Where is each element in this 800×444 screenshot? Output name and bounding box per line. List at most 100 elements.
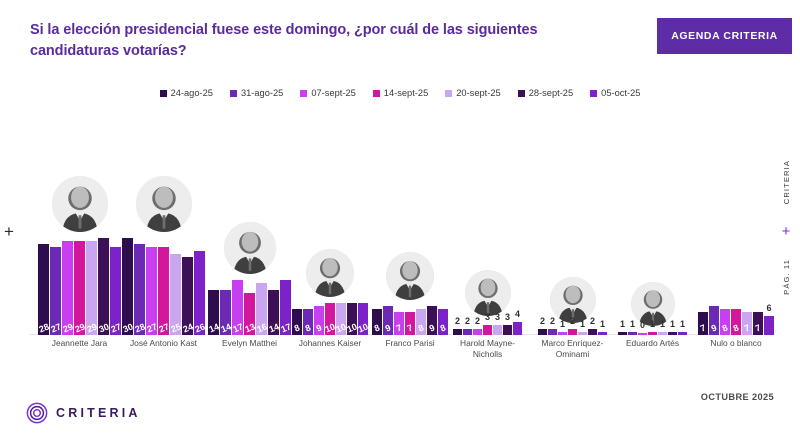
bar-item[interactable]: 8 (720, 309, 730, 335)
bar-5-6[interactable] (513, 322, 522, 335)
bar-item[interactable]: 2 (453, 316, 462, 335)
legend-item-4[interactable]: 20-sept-25 (445, 88, 501, 98)
bar-item[interactable]: 28 (37, 244, 50, 335)
bar-8-0[interactable] (698, 312, 708, 335)
bar-0-4[interactable] (86, 240, 97, 335)
agenda-criteria-badge[interactable]: AGENDA CRITERIA (657, 18, 792, 54)
bar-3-4[interactable] (336, 302, 346, 335)
bar-item[interactable]: 1 (578, 319, 587, 335)
bar-item[interactable]: 3 (483, 312, 492, 335)
bar-5-5[interactable] (503, 325, 512, 335)
bar-6-6[interactable] (598, 331, 607, 335)
bar-6-5[interactable] (588, 328, 597, 335)
bar-item[interactable]: 10 (345, 302, 359, 335)
bar-item[interactable]: 17 (231, 279, 244, 335)
legend-item-6[interactable]: 05-oct-25 (590, 88, 640, 98)
bar-4-3[interactable] (405, 312, 415, 335)
bar-item[interactable]: 27 (157, 247, 170, 335)
bar-item[interactable]: 4 (513, 309, 522, 335)
bar-5-4[interactable] (493, 325, 502, 335)
bar-7-6[interactable] (678, 331, 687, 335)
bar-item[interactable]: 14 (219, 289, 232, 335)
bar-5-2[interactable] (473, 328, 482, 335)
bar-2-6[interactable] (280, 279, 291, 335)
bar-1-5[interactable] (182, 257, 193, 335)
bar-item[interactable]: 9 (314, 305, 324, 335)
bar-1-0[interactable] (122, 237, 133, 335)
bar-item[interactable]: 0 (638, 320, 647, 335)
bar-1-2[interactable] (146, 247, 157, 335)
bar-item[interactable]: 7 (405, 312, 415, 335)
legend-item-0[interactable]: 24-ago-25 (159, 88, 213, 98)
bar-4-0[interactable] (372, 309, 382, 335)
bar-3-6[interactable] (358, 302, 368, 335)
bar-group-2[interactable]: 14 14 17 13 16 14 17 (207, 140, 292, 335)
bar-0-2[interactable] (62, 240, 73, 335)
bar-0-0[interactable] (38, 244, 49, 335)
bar-item[interactable]: 8 (731, 309, 741, 335)
bar-8-4[interactable] (742, 312, 752, 335)
bar-item[interactable]: 9 (709, 305, 719, 335)
bar-0-5[interactable] (98, 237, 109, 335)
bar-0-3[interactable] (74, 240, 85, 335)
bar-4-4[interactable] (416, 309, 426, 335)
bar-item[interactable]: 29 (61, 240, 74, 335)
bar-item[interactable]: 7 (394, 312, 404, 335)
bar-8-5[interactable] (753, 312, 763, 335)
bar-item[interactable]: 14 (267, 289, 280, 335)
bar-item[interactable]: 3 (503, 312, 512, 335)
bar-item[interactable]: 10 (334, 302, 348, 335)
bar-item[interactable]: 1 (558, 319, 567, 335)
bar-group-0[interactable]: 28 27 29 29 29 30 27 (37, 140, 122, 335)
bar-item[interactable]: 9 (427, 305, 437, 335)
bar-2-0[interactable] (208, 289, 219, 335)
bar-4-2[interactable] (394, 312, 404, 335)
bar-item[interactable]: 27 (145, 247, 158, 335)
bar-item[interactable]: 2 (568, 316, 577, 335)
bar-item[interactable]: 30 (97, 237, 110, 335)
bar-item[interactable]: 1 (668, 319, 677, 335)
bar-3-0[interactable] (292, 309, 302, 335)
bar-item[interactable]: 27 (49, 247, 62, 335)
bar-7-0[interactable] (618, 331, 627, 335)
bar-item[interactable]: 25 (169, 253, 182, 335)
bar-2-2[interactable] (232, 279, 243, 335)
bar-item[interactable]: 2 (548, 316, 557, 335)
bar-item[interactable]: 28 (133, 244, 146, 335)
bar-item[interactable]: 2 (588, 316, 597, 335)
bar-item[interactable]: 7 (698, 312, 708, 335)
bar-5-3[interactable] (483, 325, 492, 335)
bar-item[interactable]: 1 (648, 319, 657, 335)
bar-8-3[interactable] (731, 309, 741, 335)
bar-item[interactable]: 10 (356, 302, 370, 335)
bar-8-6[interactable] (764, 315, 774, 335)
bar-1-1[interactable] (134, 244, 145, 335)
bar-8-2[interactable] (720, 309, 730, 335)
bar-item[interactable]: 9 (383, 305, 393, 335)
bar-item[interactable]: 29 (73, 240, 86, 335)
legend-item-3[interactable]: 14-sept-25 (372, 88, 428, 98)
legend-item-1[interactable]: 31-ago-25 (229, 88, 283, 98)
bar-7-3[interactable] (648, 331, 657, 335)
bar-group-3[interactable]: 8 8 9 10 10 10 10 (292, 140, 370, 335)
bar-0-6[interactable] (110, 247, 121, 335)
legend-item-5[interactable]: 28-sept-25 (517, 88, 573, 98)
legend-item-2[interactable]: 07-sept-25 (300, 88, 356, 98)
bar-item[interactable]: 17 (279, 279, 292, 335)
bar-6-0[interactable] (538, 328, 547, 335)
bar-item[interactable]: 2 (473, 316, 482, 335)
bar-item[interactable]: 8 (372, 309, 382, 335)
bar-5-1[interactable] (463, 328, 472, 335)
bar-item[interactable]: 7 (753, 312, 763, 335)
bar-item[interactable]: 8 (438, 309, 448, 335)
bar-3-1[interactable] (303, 309, 313, 335)
bar-1-3[interactable] (158, 247, 169, 335)
bar-7-2[interactable] (638, 332, 647, 335)
bar-4-6[interactable] (438, 309, 448, 335)
bar-1-4[interactable] (170, 253, 181, 335)
bar-item[interactable]: 24 (181, 257, 194, 335)
bar-item[interactable]: 14 (207, 289, 220, 335)
